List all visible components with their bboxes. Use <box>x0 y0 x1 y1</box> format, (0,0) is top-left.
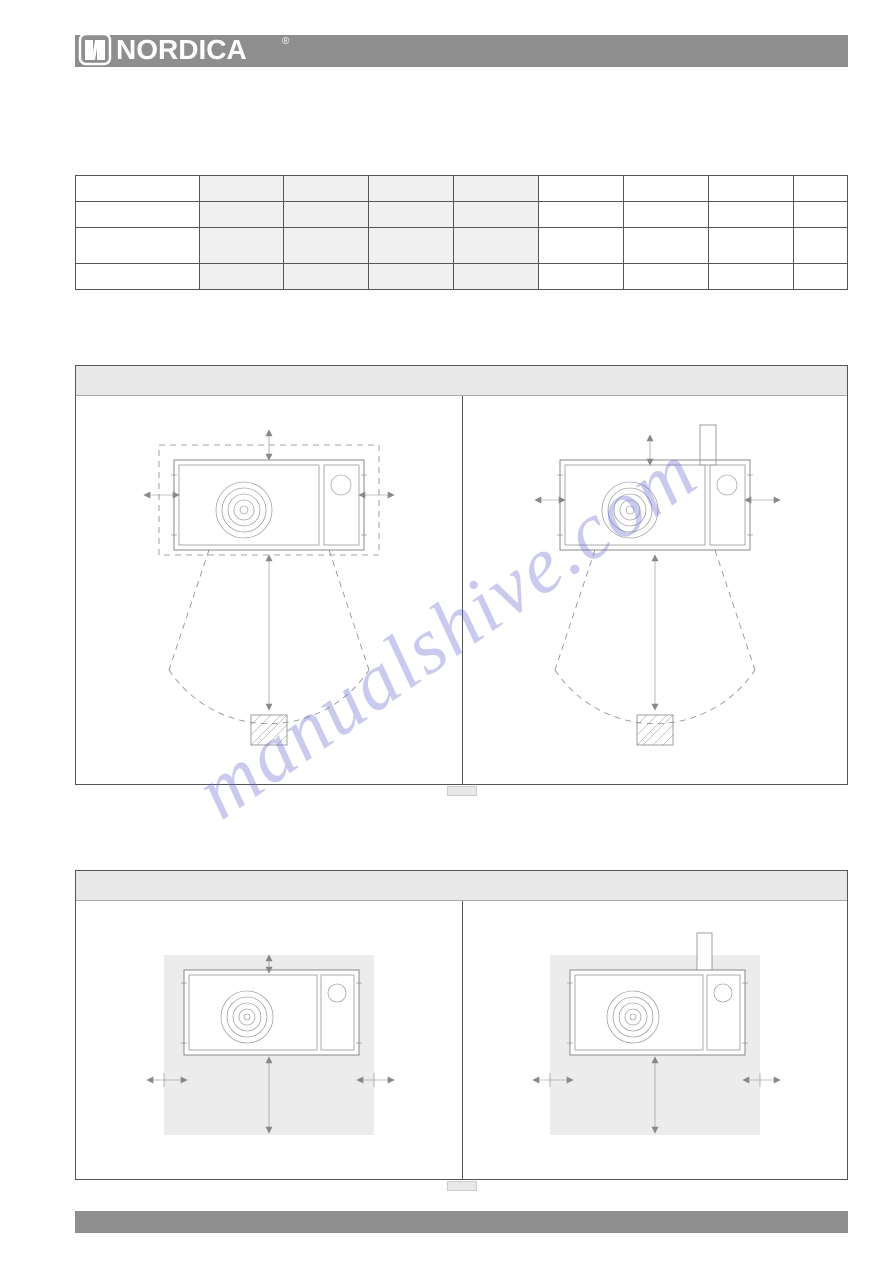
table-cell <box>624 264 709 290</box>
figure-label <box>447 786 477 796</box>
table-cell <box>793 202 847 228</box>
figure-1-radiation-zone <box>75 365 848 785</box>
table-cell <box>708 202 793 228</box>
footer-bar <box>75 1211 848 1233</box>
table-cell <box>708 176 793 202</box>
table-cell <box>454 264 539 290</box>
table-cell <box>454 202 539 228</box>
fig1-left-panel <box>76 396 462 784</box>
table-cell <box>539 228 624 264</box>
table-cell <box>454 228 539 264</box>
fig2-left-panel <box>76 901 462 1179</box>
table-cell <box>199 176 284 202</box>
table-cell <box>199 228 284 264</box>
fig2-right-panel <box>462 901 848 1179</box>
table-cell <box>199 264 284 290</box>
table-cell <box>76 228 200 264</box>
figure-label <box>447 1181 477 1191</box>
table-cell <box>539 264 624 290</box>
svg-text:NORDICA: NORDICA <box>116 34 247 65</box>
figure-header <box>76 366 847 396</box>
brand-logo: NORDICA ® <box>80 32 300 68</box>
table-cell <box>369 176 454 202</box>
dimensions-table <box>75 175 848 290</box>
table-cell <box>793 176 847 202</box>
table-cell <box>624 228 709 264</box>
table-cell <box>284 228 369 264</box>
table-cell <box>76 176 200 202</box>
table-cell <box>369 264 454 290</box>
table-cell <box>793 264 847 290</box>
table-cell <box>369 202 454 228</box>
figure-header <box>76 871 847 901</box>
table-cell <box>708 228 793 264</box>
table-cell <box>76 202 200 228</box>
table-cell <box>369 228 454 264</box>
table-cell <box>454 176 539 202</box>
table-cell <box>624 176 709 202</box>
svg-text:®: ® <box>282 36 290 47</box>
table-cell <box>284 176 369 202</box>
table-cell <box>284 202 369 228</box>
table-cell <box>708 264 793 290</box>
table-cell <box>199 202 284 228</box>
table-cell <box>76 264 200 290</box>
table-cell <box>624 202 709 228</box>
table-cell <box>793 228 847 264</box>
table-cell <box>539 202 624 228</box>
table-cell <box>284 264 369 290</box>
fig1-right-panel <box>462 396 848 784</box>
table-cell <box>539 176 624 202</box>
figure-2-floor-protection <box>75 870 848 1180</box>
